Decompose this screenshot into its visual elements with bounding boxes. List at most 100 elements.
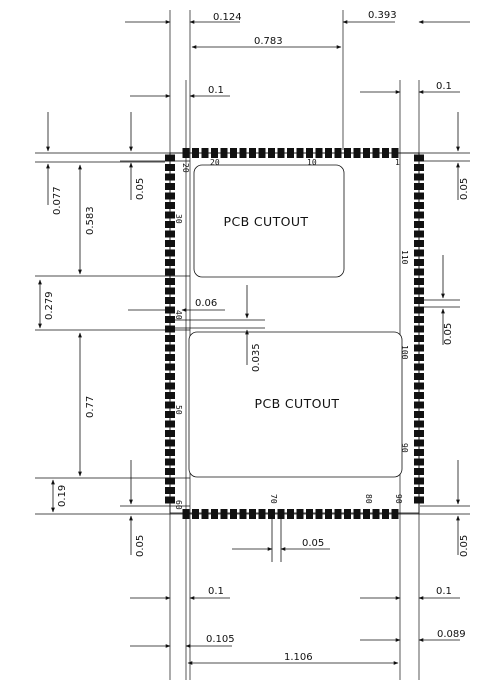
- pad: [165, 211, 175, 219]
- dimension-value: 0.05: [135, 535, 146, 557]
- pad: [165, 392, 175, 399]
- pad: [414, 373, 424, 380]
- pad: [296, 509, 304, 519]
- pad: [165, 192, 175, 200]
- pad: [165, 477, 175, 485]
- pad: [165, 363, 175, 371]
- pad: [363, 148, 370, 158]
- pin-number: 10: [307, 158, 317, 167]
- module-outline: [165, 148, 424, 519]
- pin-number: 90: [400, 443, 409, 453]
- pad: [414, 477, 424, 485]
- pad: [192, 509, 199, 519]
- pad: [414, 278, 424, 285]
- pad: [414, 487, 424, 494]
- pad: [414, 268, 424, 276]
- pad: [268, 509, 275, 519]
- pad: [363, 509, 370, 519]
- dimension-value: 0.05: [443, 323, 454, 345]
- pad: [165, 154, 175, 162]
- cutout-label: PCB CUTOUT: [255, 396, 340, 411]
- dimension-lines: [38, 20, 470, 665]
- pad: [306, 148, 313, 158]
- pin-number: 70: [269, 494, 278, 504]
- dimension-value: 0.05: [459, 535, 470, 557]
- pad: [414, 468, 424, 475]
- pad: [414, 430, 424, 437]
- pad: [414, 354, 424, 361]
- pad: [325, 509, 332, 519]
- cutout-bottom: PCB CUTOUT: [188, 331, 403, 478]
- pin-number: 50: [174, 405, 183, 415]
- dimension-value: 0.05: [302, 538, 324, 549]
- pad: [414, 420, 424, 428]
- pad: [211, 148, 218, 158]
- pad: [249, 148, 256, 158]
- pad: [165, 449, 175, 456]
- pad: [165, 164, 175, 171]
- pin-number: 110: [400, 250, 409, 265]
- pad: [220, 148, 228, 158]
- pad: [414, 164, 424, 171]
- pad: [230, 148, 237, 158]
- pin-number: 40: [174, 310, 183, 320]
- pad: [165, 373, 175, 380]
- dimension-value: 0.1: [436, 586, 452, 597]
- pad: [414, 392, 424, 399]
- pad: [414, 335, 424, 342]
- pad: [165, 287, 175, 295]
- dimension-value: 0.393: [368, 10, 397, 21]
- cutout-top: PCB CUTOUT: [193, 164, 345, 278]
- pad: [165, 230, 175, 238]
- pad: [287, 148, 294, 158]
- pad: [344, 509, 351, 519]
- pad: [414, 363, 424, 371]
- dimension-value: 0.783: [254, 36, 283, 47]
- pad: [165, 439, 175, 447]
- pad: [258, 148, 266, 158]
- pad: [414, 287, 424, 295]
- pad: [165, 268, 175, 276]
- pad: [182, 148, 190, 158]
- dimension-value: 0.77: [85, 396, 96, 418]
- dimension-values: 0.124 0.393 0.783 0.1 0.1 0.077 0.05 0.5…: [44, 10, 470, 663]
- pad: [414, 192, 424, 200]
- pad: [414, 211, 424, 219]
- pad: [414, 249, 424, 257]
- pad: [165, 173, 175, 181]
- pad: [239, 509, 247, 519]
- pin-number: 20: [181, 163, 190, 173]
- pad: [165, 278, 175, 285]
- pin-number: 100: [400, 345, 409, 360]
- pad: [414, 306, 424, 314]
- pad: [306, 509, 313, 519]
- pin-numbers: 1 10 20 20 30 40 50 60 70 80 90 90 100 1…: [174, 158, 409, 510]
- pad: [325, 148, 332, 158]
- pad: [414, 316, 424, 323]
- dimension-value: 0.035: [251, 343, 262, 372]
- pad: [165, 183, 175, 190]
- pad: [334, 509, 342, 519]
- cutout-label: PCB CUTOUT: [224, 214, 309, 229]
- pad: [372, 509, 380, 519]
- pad: [165, 420, 175, 428]
- pad: [287, 509, 294, 519]
- pin-number: 90: [394, 494, 403, 504]
- pad: [239, 148, 247, 158]
- pad: [165, 316, 175, 323]
- dimension-value: 0.19: [57, 485, 68, 507]
- pad: [165, 335, 175, 342]
- pad: [165, 240, 175, 247]
- pad: [165, 297, 175, 304]
- pad: [165, 411, 175, 418]
- dimension-value: 0.089: [437, 629, 466, 640]
- pad: [414, 154, 424, 162]
- pad: [414, 458, 424, 466]
- dimension-value: 0.583: [85, 206, 96, 235]
- pad: [201, 509, 209, 519]
- pad: [382, 509, 389, 519]
- pad: [165, 259, 175, 266]
- pad: [414, 325, 424, 333]
- pad: [165, 468, 175, 475]
